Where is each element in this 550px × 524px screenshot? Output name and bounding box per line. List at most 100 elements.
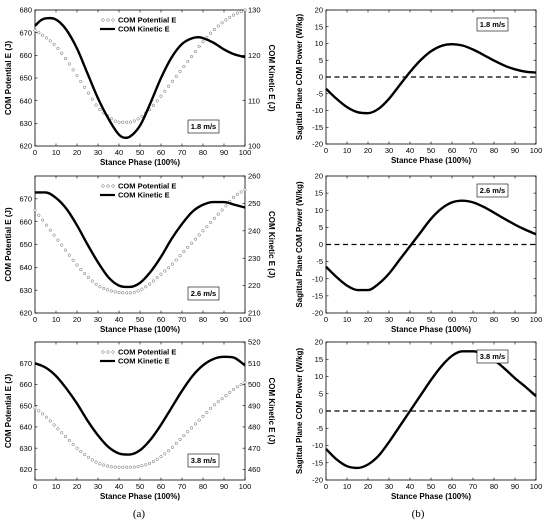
x-tick-label: 20 <box>73 148 81 157</box>
com-power-line <box>325 350 537 470</box>
potential-energy-marker <box>170 79 175 83</box>
potential-energy-marker <box>151 460 155 464</box>
potential-energy-marker <box>144 285 148 289</box>
y-tick-label: 20 <box>315 338 323 347</box>
potential-energy-marker <box>67 62 71 66</box>
potential-energy-marker <box>94 460 98 464</box>
potential-energy-marker <box>239 190 243 194</box>
y-right-tick-label: 460 <box>248 465 261 474</box>
x-tick-label: 30 <box>94 148 102 157</box>
potential-energy-marker <box>90 279 94 283</box>
potential-energy-marker <box>132 119 136 123</box>
y-right-tick-label: 490 <box>248 401 261 410</box>
x-tick-label: 20 <box>364 482 372 491</box>
potential-energy-marker <box>136 465 140 469</box>
y-right-tick-label: 130 <box>248 6 261 15</box>
chart-4: 0 10 20 30 40 50 60 70 80 90 100 -20 -15 -10 -5 0 5 10 15 2… <box>295 172 542 334</box>
x-tick-label: 0 <box>33 315 37 324</box>
y-tick-label: -15 <box>312 458 323 467</box>
potential-energy-marker <box>209 31 213 35</box>
potential-energy-marker <box>216 212 220 216</box>
potential-energy-marker <box>63 435 68 439</box>
y-tick-label: -10 <box>312 106 323 115</box>
potential-energy-marker <box>105 464 110 468</box>
potential-energy-marker <box>83 85 87 89</box>
x-tick-label: 80 <box>490 482 498 491</box>
x-tick-label: 50 <box>427 315 435 324</box>
speed-annotation-box <box>476 349 509 364</box>
potential-energy-marker <box>71 258 75 262</box>
legend-label-potential: COM Potential E <box>118 348 176 357</box>
y-tick-label: 0 <box>319 240 323 249</box>
potential-energy-marker <box>193 422 197 426</box>
x-tick-label: 60 <box>448 315 456 324</box>
potential-energy-marker <box>117 465 121 469</box>
x-tick-label: 80 <box>199 148 207 157</box>
speed-annotation: 2.6 m/s <box>480 186 505 195</box>
x-tick-label: 40 <box>115 148 123 157</box>
x-tick-label: 0 <box>324 482 328 491</box>
potential-energy-marker <box>231 195 236 199</box>
x-axis-label: Stance Phase (100%) <box>391 156 471 165</box>
y-axis-label: Sagittal Plane COM Power (W/kg) <box>295 348 304 475</box>
potential-energy-marker <box>140 464 144 468</box>
y-tick-label: -10 <box>312 274 323 283</box>
y-tick-label: 630 <box>19 286 32 295</box>
potential-energy-marker <box>136 117 140 121</box>
y-tick-label: 5 <box>319 56 323 65</box>
potential-energy-marker <box>37 409 41 413</box>
potential-energy-marker <box>90 458 94 462</box>
legend-marker-potential <box>106 18 110 22</box>
x-axis-label: Stance Phase (100%) <box>391 325 471 334</box>
potential-energy-marker <box>159 455 163 459</box>
y-tick-label: 650 <box>19 401 32 410</box>
x-tick-label: 50 <box>136 482 144 491</box>
potential-energy-marker <box>48 39 52 43</box>
x-tick-label: 20 <box>73 482 81 491</box>
potential-energy-marker <box>102 463 106 467</box>
potential-energy-marker <box>197 418 201 422</box>
y-tick-label: 620 <box>19 465 32 474</box>
x-tick-label: 30 <box>94 315 102 324</box>
y-tick-label: -10 <box>312 441 323 450</box>
potential-energy-marker <box>189 426 194 430</box>
potential-energy-marker <box>48 228 52 232</box>
x-tick-label: 40 <box>115 482 123 491</box>
y-tick-label: 660 <box>19 217 32 226</box>
x-tick-label: 90 <box>220 315 228 324</box>
caption-b: (b) <box>412 508 425 520</box>
potential-energy-marker <box>209 220 213 225</box>
x-tick-label: 90 <box>220 148 228 157</box>
potential-energy-marker <box>220 397 224 401</box>
y-axis-label: COM Potential E (J) <box>4 41 13 116</box>
x-tick-label: 80 <box>199 315 207 324</box>
x-tick-label: 10 <box>52 482 60 491</box>
potential-energy-marker <box>201 40 205 44</box>
potential-energy-marker <box>228 15 232 19</box>
x-tick-label: 20 <box>364 146 372 155</box>
x-tick-label: 70 <box>469 315 477 324</box>
potential-energy-marker <box>44 36 49 40</box>
y-tick-label: 630 <box>19 119 32 128</box>
potential-energy-marker <box>163 89 167 93</box>
potential-energy-marker <box>174 258 178 262</box>
x-tick-label: 100 <box>239 315 252 324</box>
x-axis-label: Stance Phase (100%) <box>100 158 180 167</box>
x-tick-label: 10 <box>52 148 60 157</box>
legend-marker-potential <box>106 184 110 188</box>
legend-label-kinetic: COM Kinetic E <box>118 191 170 200</box>
legend-label-kinetic: COM Kinetic E <box>118 25 170 34</box>
speed-annotation-box <box>476 183 509 198</box>
x-tick-label: 70 <box>469 146 477 155</box>
y-right-tick-label: 210 <box>248 309 261 318</box>
charts-group: 0 10 20 30 40 50 60 70 80 90 100620630640650660670… <box>4 6 542 501</box>
potential-energy-marker <box>56 46 60 50</box>
potential-energy-marker <box>71 442 75 447</box>
potential-energy-marker <box>189 241 194 245</box>
y-axis-label: Sagittal Plane COM Power (W/kg) <box>295 14 304 141</box>
x-tick-label: 50 <box>427 482 435 491</box>
potential-energy-marker <box>121 465 125 469</box>
y-right-axis-label: COM Kinetic E (J) <box>267 44 276 111</box>
x-tick-label: 90 <box>511 315 519 324</box>
x-tick-label: 10 <box>52 315 60 324</box>
